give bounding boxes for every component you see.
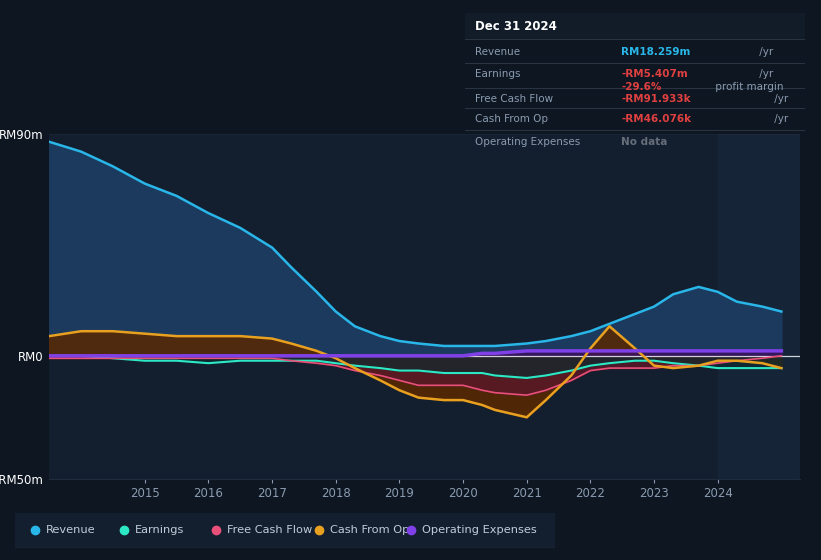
- Text: No data: No data: [621, 137, 667, 147]
- Text: Operating Expenses: Operating Expenses: [475, 137, 580, 147]
- Text: -RM91.933k: -RM91.933k: [621, 94, 690, 104]
- Text: Revenue: Revenue: [46, 525, 96, 535]
- Text: -29.6%: -29.6%: [621, 82, 662, 92]
- Text: Free Cash Flow: Free Cash Flow: [475, 94, 553, 104]
- Text: /yr: /yr: [756, 69, 773, 79]
- Text: -RM5.407m: -RM5.407m: [621, 69, 688, 79]
- Bar: [718, 134, 800, 479]
- Text: profit margin: profit margin: [712, 82, 783, 92]
- Text: Operating Expenses: Operating Expenses: [421, 525, 536, 535]
- Text: /yr: /yr: [756, 47, 773, 57]
- Text: Free Cash Flow: Free Cash Flow: [227, 525, 312, 535]
- Text: Earnings: Earnings: [135, 525, 185, 535]
- Text: /yr: /yr: [771, 114, 788, 124]
- Text: Cash From Op: Cash From Op: [475, 114, 548, 124]
- Bar: [465, 13, 805, 39]
- Text: RM18.259m: RM18.259m: [621, 47, 690, 57]
- Text: Dec 31 2024: Dec 31 2024: [475, 20, 557, 33]
- Text: Earnings: Earnings: [475, 69, 521, 79]
- FancyBboxPatch shape: [4, 512, 566, 548]
- Text: /yr: /yr: [771, 94, 788, 104]
- Text: Revenue: Revenue: [475, 47, 520, 57]
- Text: Cash From Op: Cash From Op: [330, 525, 409, 535]
- Text: -RM46.076k: -RM46.076k: [621, 114, 691, 124]
